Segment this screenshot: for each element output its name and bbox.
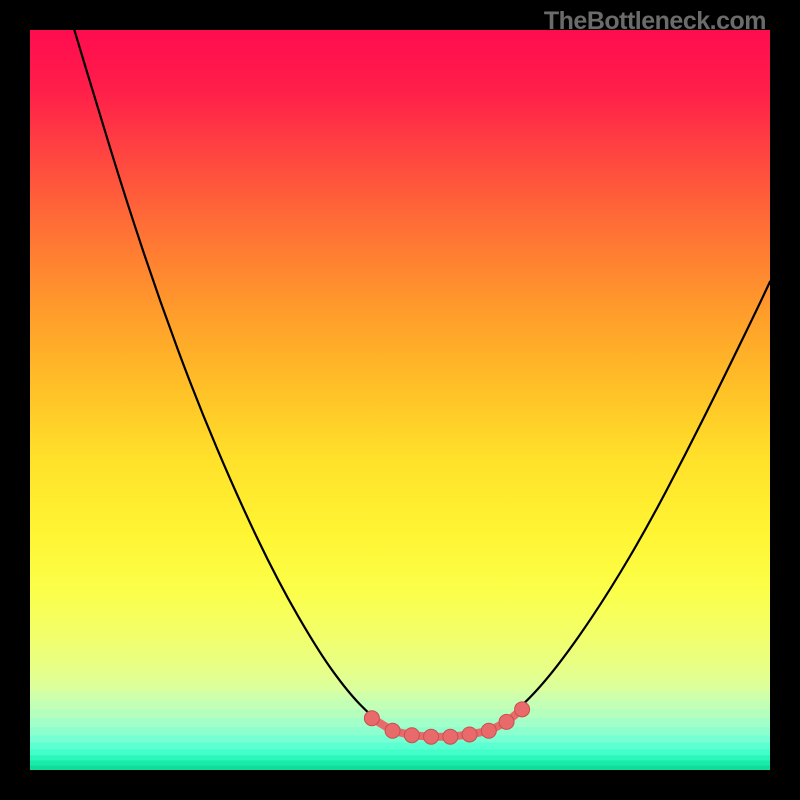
chart-frame: TheBottleneck.com bbox=[0, 0, 800, 800]
plot-svg bbox=[30, 30, 770, 770]
heatmap-background bbox=[30, 30, 770, 770]
optimal-point-marker bbox=[404, 728, 419, 743]
gradient-band bbox=[30, 700, 770, 710]
optimal-point-marker bbox=[385, 723, 400, 738]
gradient-band bbox=[30, 749, 770, 755]
optimal-point-marker bbox=[443, 729, 458, 744]
gradient-band bbox=[30, 755, 770, 760]
gradient-band bbox=[30, 766, 770, 770]
gradient-band bbox=[30, 760, 770, 765]
plot-area bbox=[30, 30, 770, 770]
gradient-band bbox=[30, 692, 770, 699]
gradient-band bbox=[30, 718, 770, 727]
gradient-band bbox=[30, 709, 770, 718]
optimal-point-marker bbox=[364, 711, 379, 726]
optimal-point-marker bbox=[462, 727, 477, 742]
gradient-band bbox=[30, 743, 770, 750]
optimal-point-marker bbox=[515, 702, 530, 717]
optimal-point-marker bbox=[424, 729, 439, 744]
optimal-point-marker bbox=[499, 714, 514, 729]
watermark-text: TheBottleneck.com bbox=[544, 7, 766, 36]
optimal-point-marker bbox=[481, 723, 496, 738]
